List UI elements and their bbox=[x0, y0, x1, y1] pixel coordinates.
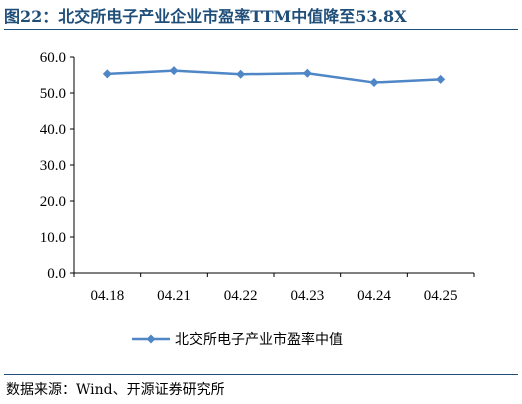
y-tick-label: 10.0 bbox=[40, 230, 66, 246]
y-tick-label: 0.0 bbox=[47, 266, 66, 282]
data-point-marker bbox=[169, 66, 179, 76]
title-divider bbox=[4, 29, 518, 30]
x-tick-label: 04.18 bbox=[90, 288, 124, 304]
line-chart: 0.010.020.030.040.050.060.0 04.18 04.21 04… bbox=[40, 50, 475, 348]
source-divider bbox=[4, 374, 518, 375]
data-point-marker bbox=[302, 68, 312, 78]
series-layer bbox=[102, 66, 446, 88]
chart-legend: 北交所电子产业市盈率中值 bbox=[132, 331, 343, 348]
source-note: 数据来源：Wind、开源证券研究所 bbox=[6, 382, 225, 398]
y-tick-label: 30.0 bbox=[40, 158, 66, 174]
data-point-marker bbox=[436, 74, 446, 84]
data-point-marker bbox=[102, 69, 112, 79]
legend-label: 北交所电子产业市盈率中值 bbox=[175, 331, 343, 348]
x-tick-label: 04.22 bbox=[224, 288, 258, 304]
x-tick-label: 04.23 bbox=[290, 288, 324, 304]
x-tick-label: 04.21 bbox=[157, 288, 191, 304]
legend-marker bbox=[146, 334, 156, 344]
data-point-marker bbox=[236, 69, 246, 79]
y-tick-label: 50.0 bbox=[40, 86, 66, 102]
y-tick-label: 40.0 bbox=[40, 122, 66, 138]
y-tick-label: 20.0 bbox=[40, 194, 66, 210]
y-axis-ticks: 0.0 10.0 20.0 30.0 40.0 50.0 60.0 bbox=[40, 50, 74, 282]
x-axis-ticks: 04.18 04.21 04.22 04.23 04.24 04.25 bbox=[73, 273, 475, 304]
y-tick-label: 60.0 bbox=[40, 50, 66, 66]
figure-title: 图22：北交所电子产业企业市盈率TTM中值降至53.8X bbox=[4, 7, 407, 26]
x-tick-label: 04.24 bbox=[357, 288, 391, 304]
x-tick-label: 04.25 bbox=[424, 288, 458, 304]
series-line bbox=[107, 69, 441, 84]
data-point-marker bbox=[369, 78, 379, 88]
